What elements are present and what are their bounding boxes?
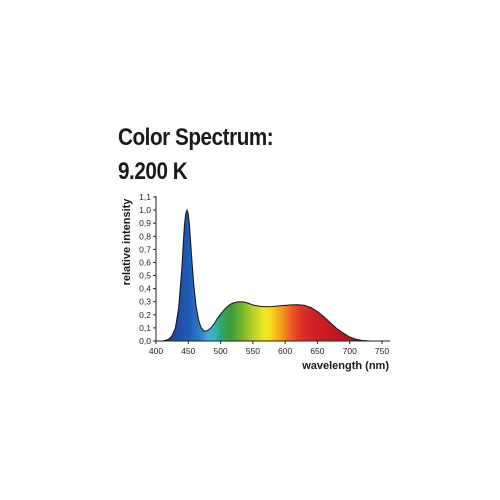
spectrum-line	[162, 208, 373, 342]
x-tick-label: 400	[149, 346, 163, 356]
x-axis-label: wavelength (nm)	[301, 360, 389, 372]
y-tick-label: 0,4	[139, 284, 151, 294]
y-tick-label: 1,1	[139, 192, 151, 202]
y-tick-label: 1,0	[139, 205, 151, 215]
y-tick-label: 0,2	[139, 310, 151, 320]
x-tick-label: 550	[246, 346, 260, 356]
chart-subtitle: 9.200 K	[118, 158, 188, 185]
y-tick-label: 0,7	[139, 244, 151, 254]
y-tick-label: 0,8	[139, 231, 151, 241]
x-tick-label: 450	[181, 346, 195, 356]
chart-title: Color Spectrum:	[118, 124, 274, 151]
y-tick-label: 0,9	[139, 218, 151, 228]
y-tick-label: 0,0	[139, 336, 151, 346]
spectrum-area	[162, 210, 373, 341]
x-tick-label: 700	[343, 346, 357, 356]
x-tick-label: 750	[375, 346, 389, 356]
x-tick-label: 500	[213, 346, 227, 356]
y-tick-label: 0,3	[139, 297, 151, 307]
x-tick-label: 650	[310, 346, 324, 356]
y-tick-label: 0,5	[139, 271, 151, 281]
y-tick-label: 0,6	[139, 257, 151, 267]
y-axis-label: relative intensity	[121, 198, 133, 286]
x-tick-label: 600	[278, 346, 292, 356]
y-tick-label: 0,1	[139, 323, 151, 333]
